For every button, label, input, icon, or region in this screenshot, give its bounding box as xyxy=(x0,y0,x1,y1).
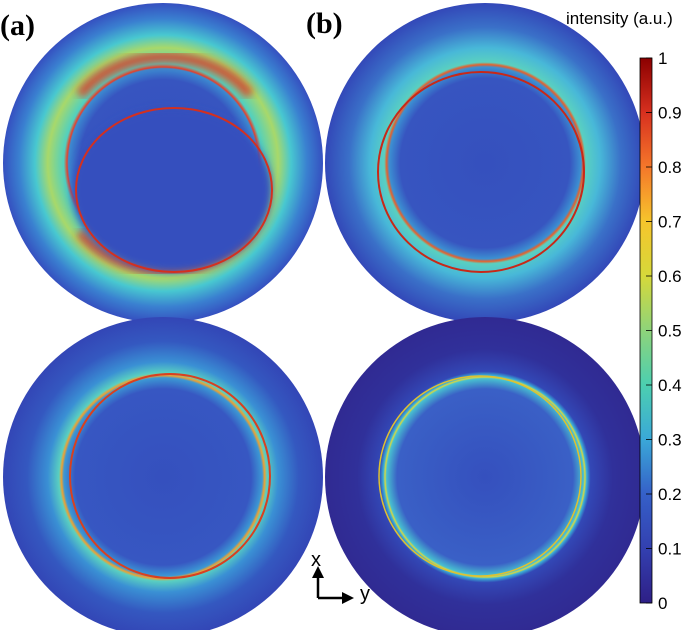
panel-a-bottom xyxy=(3,317,323,630)
panel-b-bottom xyxy=(325,317,645,630)
colorbar-tick-label: 0.1 xyxy=(658,540,682,559)
colorbar-tick-label: 0 xyxy=(658,594,667,613)
colorbar-ticks: 0 0.1 0.2 0.3 0.4 0.5 0.6 0.7 0.8 0.9 1 xyxy=(646,49,682,613)
colorbar-tick-label: 0.9 xyxy=(658,104,682,123)
colorbar-tick-label: 0.4 xyxy=(658,376,682,395)
colorbar-tick-label: 1 xyxy=(658,49,667,68)
panel-a-top xyxy=(3,3,323,323)
panel-label: (b) xyxy=(306,7,343,40)
colorbar-tick-label: 0.6 xyxy=(658,267,682,286)
colorbar-tick-label: 0.3 xyxy=(658,431,682,450)
axis-indicator xyxy=(312,566,354,604)
axis-label: x xyxy=(311,549,321,571)
colorbar-tick-label: 0.5 xyxy=(658,322,682,341)
colorbar-tick-label: 0.2 xyxy=(658,485,682,504)
panel-label: (a) xyxy=(0,9,35,42)
colorbar-title: intensity (a.u.) xyxy=(566,9,673,28)
axis-label: y xyxy=(360,583,370,605)
colorbar-tick-label: 0.8 xyxy=(658,158,682,177)
colorbar-tick-label: 0.7 xyxy=(658,213,682,232)
panel-b-top xyxy=(325,3,645,323)
